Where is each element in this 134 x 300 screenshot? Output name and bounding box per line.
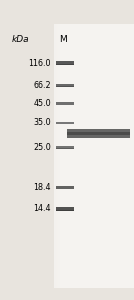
Bar: [56, 186, 74, 189]
Bar: [67, 129, 130, 138]
Bar: [56, 64, 74, 65]
Text: 116.0: 116.0: [28, 58, 51, 68]
Bar: [56, 105, 74, 106]
Bar: [54, 24, 55, 288]
Bar: [56, 210, 74, 211]
Bar: [56, 86, 74, 87]
Bar: [56, 24, 57, 288]
Bar: [56, 122, 74, 124]
Bar: [56, 103, 74, 106]
Bar: [56, 146, 74, 149]
Text: 14.4: 14.4: [33, 204, 51, 213]
Bar: [56, 207, 74, 211]
Bar: [56, 148, 74, 149]
Text: 25.0: 25.0: [33, 143, 51, 152]
Bar: [58, 24, 59, 288]
Bar: [56, 188, 74, 189]
Bar: [57, 24, 58, 288]
Bar: [56, 84, 74, 87]
Bar: [54, 24, 134, 288]
Text: M: M: [59, 35, 67, 44]
Bar: [55, 24, 56, 288]
Bar: [56, 61, 74, 65]
Text: 35.0: 35.0: [33, 118, 51, 127]
Text: 66.2: 66.2: [33, 81, 51, 90]
Bar: [59, 24, 60, 288]
Text: 45.0: 45.0: [33, 100, 51, 109]
Bar: [67, 132, 130, 135]
Text: 18.4: 18.4: [33, 183, 51, 192]
Text: kDa: kDa: [11, 35, 29, 44]
